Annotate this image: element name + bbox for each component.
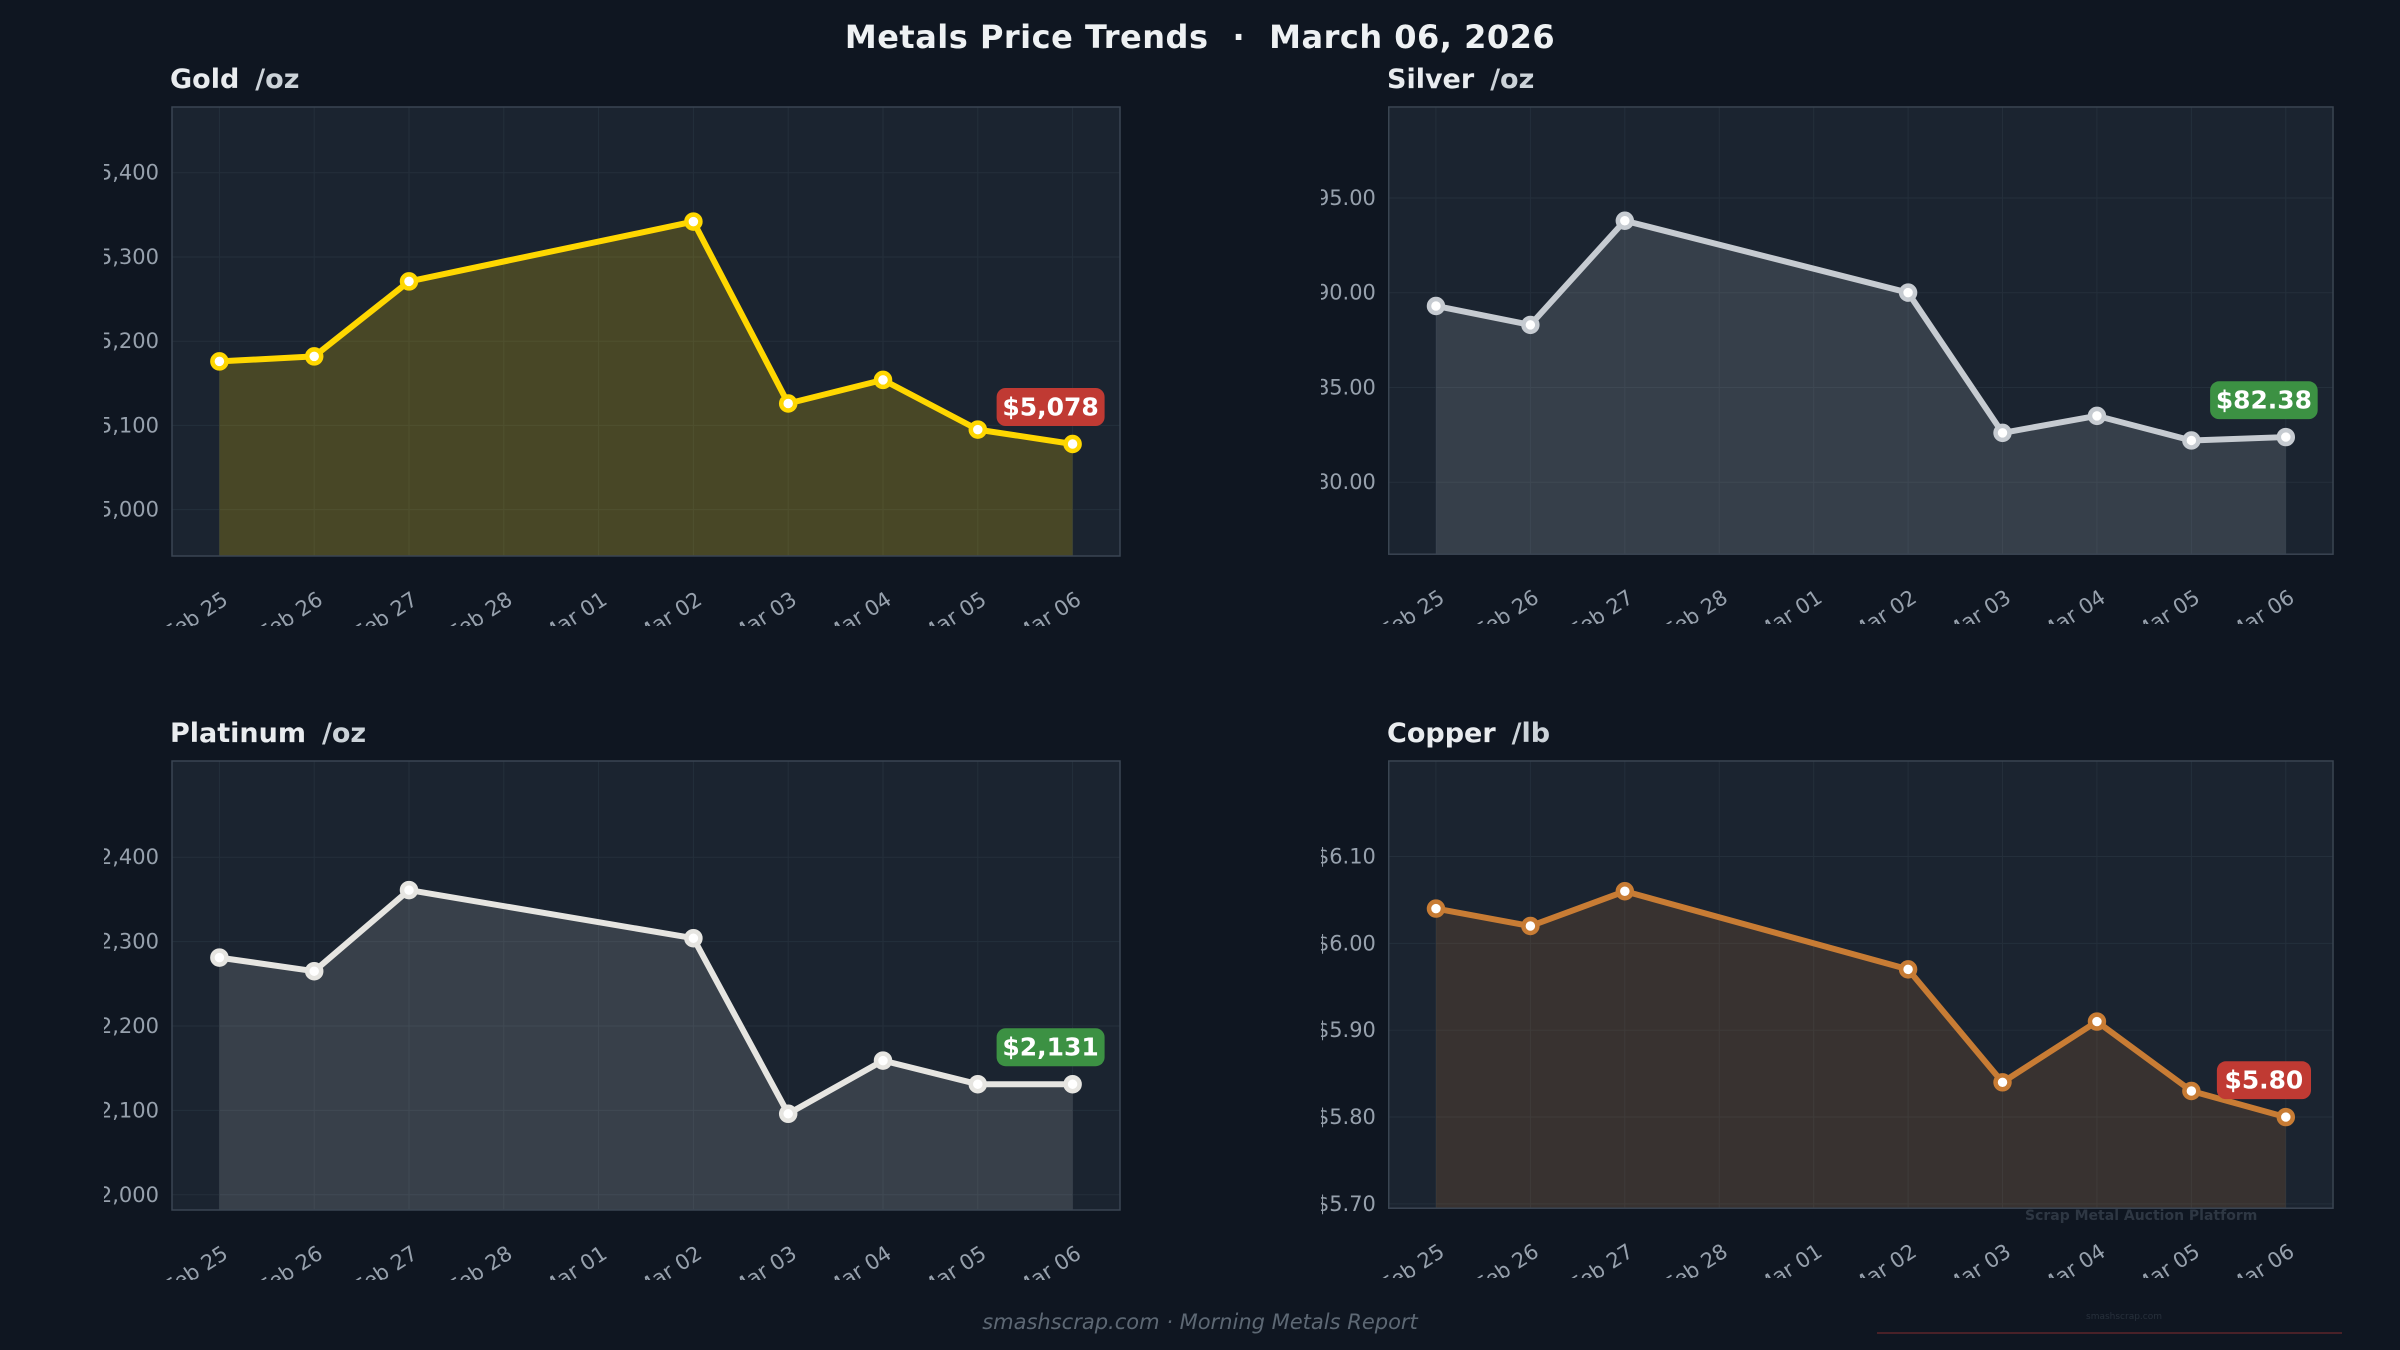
- svg-text:Feb 28: Feb 28: [444, 1241, 516, 1280]
- svg-text:Mar 01: Mar 01: [1752, 1239, 1826, 1278]
- svg-text:Feb 28: Feb 28: [1660, 585, 1732, 624]
- platinum-panel: Platinum/oz $2,000 $2,100 $2,200 $2,300 $2,4…: [104, 718, 1128, 1280]
- svg-text:Feb 25: Feb 25: [160, 587, 232, 626]
- svg-text:Mar 06: Mar 06: [1011, 587, 1085, 626]
- gold-chart: $5,000 $5,100 $5,200 $5,300 $5,400 Feb 25 Feb …: [104, 106, 1121, 626]
- gold-unit-label: /oz: [255, 64, 300, 95]
- copper-chart-title: Copper/lb: [1387, 718, 2341, 749]
- gold-panel: Gold/oz $5,000 $5,100 $5,200 $5,300 $5,400 Fe…: [104, 64, 1128, 626]
- report-title: Metals Price Trends: [844, 18, 1209, 56]
- svg-text:Mar 05: Mar 05: [2130, 1239, 2204, 1278]
- svg-text:$2,300: $2,300: [104, 930, 159, 954]
- copper-panel: Copper/lb $5.70 $5.80 $5.90 $6.00 $6.10 Feb 2…: [1321, 718, 2341, 1280]
- svg-text:$6.10: $6.10: [1321, 844, 1376, 868]
- svg-text:$85.00: $85.00: [1321, 375, 1376, 399]
- svg-text:Mar 02: Mar 02: [632, 1241, 706, 1280]
- svg-text:$5,100: $5,100: [104, 413, 159, 437]
- svg-text:Feb 25: Feb 25: [1377, 585, 1449, 624]
- report-header: Metals Price Trends · March 06, 2026: [0, 0, 2400, 56]
- svg-text:Feb 25: Feb 25: [160, 1241, 232, 1280]
- svg-text:Feb 28: Feb 28: [1660, 1239, 1732, 1278]
- charts-grid: Gold/oz $5,000 $5,100 $5,200 $5,300 $5,400 Fe…: [0, 56, 2400, 1280]
- copper-chart: $5.70 $5.80 $5.90 $6.00 $6.10 Feb 25 Feb 26 Feb…: [1321, 760, 2334, 1278]
- svg-text:Mar 06: Mar 06: [2224, 1239, 2298, 1278]
- svg-text:Mar 06: Mar 06: [1011, 1241, 1085, 1280]
- svg-text:Feb 26: Feb 26: [255, 587, 327, 626]
- svg-text:Mar 04: Mar 04: [2036, 1239, 2110, 1278]
- svg-text:Mar 01: Mar 01: [537, 1241, 611, 1280]
- silver-metal-name: Silver: [1387, 64, 1475, 95]
- copper-metal-name: Copper: [1387, 718, 1496, 749]
- svg-text:Mar 02: Mar 02: [1847, 1239, 1921, 1278]
- svg-text:$5,200: $5,200: [104, 329, 159, 353]
- svg-text:$5.90: $5.90: [1321, 1018, 1376, 1042]
- svg-text:Feb 27: Feb 27: [349, 1241, 421, 1280]
- svg-text:$5.80: $5.80: [1321, 1105, 1376, 1129]
- site-watermark: smashscrap.com: [2086, 1312, 2163, 1322]
- gold-chart-title: Gold/oz: [170, 64, 1128, 95]
- watermark-red-line: [1877, 1332, 2342, 1334]
- svg-text:Mar 02: Mar 02: [632, 587, 706, 626]
- title-separator-dot: ·: [1232, 18, 1246, 56]
- gold-metal-name: Gold: [170, 64, 240, 95]
- report-footer: smashscrap.com · Morning Metals Report: [982, 1310, 1418, 1334]
- svg-text:$80.00: $80.00: [1321, 470, 1376, 494]
- svg-text:Feb 27: Feb 27: [349, 587, 421, 626]
- platinum-metal-name: Platinum: [170, 718, 307, 749]
- svg-text:Mar 02: Mar 02: [1847, 585, 1921, 624]
- svg-text:$82.38: $82.38: [2216, 386, 2312, 415]
- svg-text:Mar 04: Mar 04: [821, 587, 895, 626]
- svg-text:Mar 04: Mar 04: [2036, 585, 2110, 624]
- svg-text:Mar 03: Mar 03: [1941, 1239, 2015, 1278]
- svg-text:Feb 26: Feb 26: [255, 1241, 327, 1280]
- svg-text:$2,200: $2,200: [104, 1014, 159, 1038]
- svg-text:Mar 04: Mar 04: [821, 1241, 895, 1280]
- svg-text:Feb 27: Feb 27: [1565, 585, 1637, 624]
- svg-text:Feb 27: Feb 27: [1565, 1239, 1637, 1278]
- svg-text:Mar 01: Mar 01: [1752, 585, 1826, 624]
- svg-text:$5,400: $5,400: [104, 161, 159, 185]
- svg-text:Mar 03: Mar 03: [1941, 585, 2015, 624]
- platinum-chart-title: Platinum/oz: [170, 718, 1128, 749]
- svg-text:$2,131: $2,131: [1002, 1033, 1098, 1062]
- svg-text:Feb 26: Feb 26: [1471, 1239, 1543, 1278]
- silver-chart-title: Silver/oz: [1387, 64, 2341, 95]
- svg-text:Mar 05: Mar 05: [916, 1241, 990, 1280]
- svg-text:$90.00: $90.00: [1321, 281, 1376, 305]
- svg-text:Mar 05: Mar 05: [2130, 585, 2204, 624]
- svg-text:$6.00: $6.00: [1321, 931, 1376, 955]
- svg-text:Feb 25: Feb 25: [1377, 1239, 1449, 1278]
- svg-text:$5.70: $5.70: [1321, 1192, 1376, 1216]
- silver-chart: $80.00 $85.00 $90.00 $95.00 Feb 25 Feb 26 Feb …: [1321, 106, 2334, 624]
- svg-text:Mar 05: Mar 05: [916, 587, 990, 626]
- platinum-chart: $2,000 $2,100 $2,200 $2,300 $2,400 Feb 25 Feb …: [104, 760, 1121, 1280]
- silver-unit-label: /oz: [1490, 64, 1535, 95]
- svg-text:Mar 01: Mar 01: [537, 587, 611, 626]
- svg-text:Mar 06: Mar 06: [2224, 585, 2298, 624]
- platform-watermark: Scrap Metal Auction Platform: [2025, 1208, 2258, 1224]
- copper-unit-label: /lb: [1511, 718, 1551, 749]
- svg-text:$2,000: $2,000: [104, 1183, 159, 1207]
- svg-text:$2,100: $2,100: [104, 1098, 159, 1122]
- report-date: March 06, 2026: [1269, 18, 1556, 56]
- silver-panel: Silver/oz $80.00 $85.00 $90.00 $95.00 Feb 25…: [1321, 64, 2341, 626]
- svg-text:$95.00: $95.00: [1321, 186, 1376, 210]
- svg-text:Mar 03: Mar 03: [727, 1241, 801, 1280]
- svg-text:$5,078: $5,078: [1002, 393, 1098, 422]
- svg-text:Feb 26: Feb 26: [1471, 585, 1543, 624]
- platinum-unit-label: /oz: [322, 718, 367, 749]
- svg-text:Feb 28: Feb 28: [444, 587, 516, 626]
- svg-text:Mar 03: Mar 03: [727, 587, 801, 626]
- svg-text:$5,300: $5,300: [104, 245, 159, 269]
- svg-text:$5.80: $5.80: [2225, 1066, 2304, 1095]
- svg-text:$2,400: $2,400: [104, 845, 159, 869]
- svg-text:$5,000: $5,000: [104, 498, 159, 522]
